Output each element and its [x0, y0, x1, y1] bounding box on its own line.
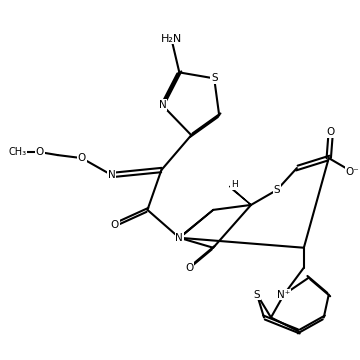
Text: CH₃: CH₃: [9, 147, 27, 157]
Text: N: N: [158, 100, 166, 110]
Text: O: O: [77, 153, 86, 163]
Text: S: S: [254, 289, 260, 300]
Text: O⁻: O⁻: [346, 167, 360, 177]
Polygon shape: [230, 186, 251, 205]
Text: N: N: [108, 170, 116, 180]
Text: O: O: [185, 263, 193, 273]
Text: O: O: [111, 220, 119, 230]
Text: H₂N: H₂N: [161, 33, 182, 44]
Text: O: O: [36, 147, 44, 157]
Text: S: S: [274, 185, 280, 195]
Text: H: H: [231, 180, 238, 189]
Text: N: N: [175, 233, 183, 243]
Text: S: S: [211, 73, 217, 84]
Text: O: O: [327, 127, 335, 137]
Text: N⁺: N⁺: [277, 289, 291, 300]
Polygon shape: [178, 210, 213, 240]
